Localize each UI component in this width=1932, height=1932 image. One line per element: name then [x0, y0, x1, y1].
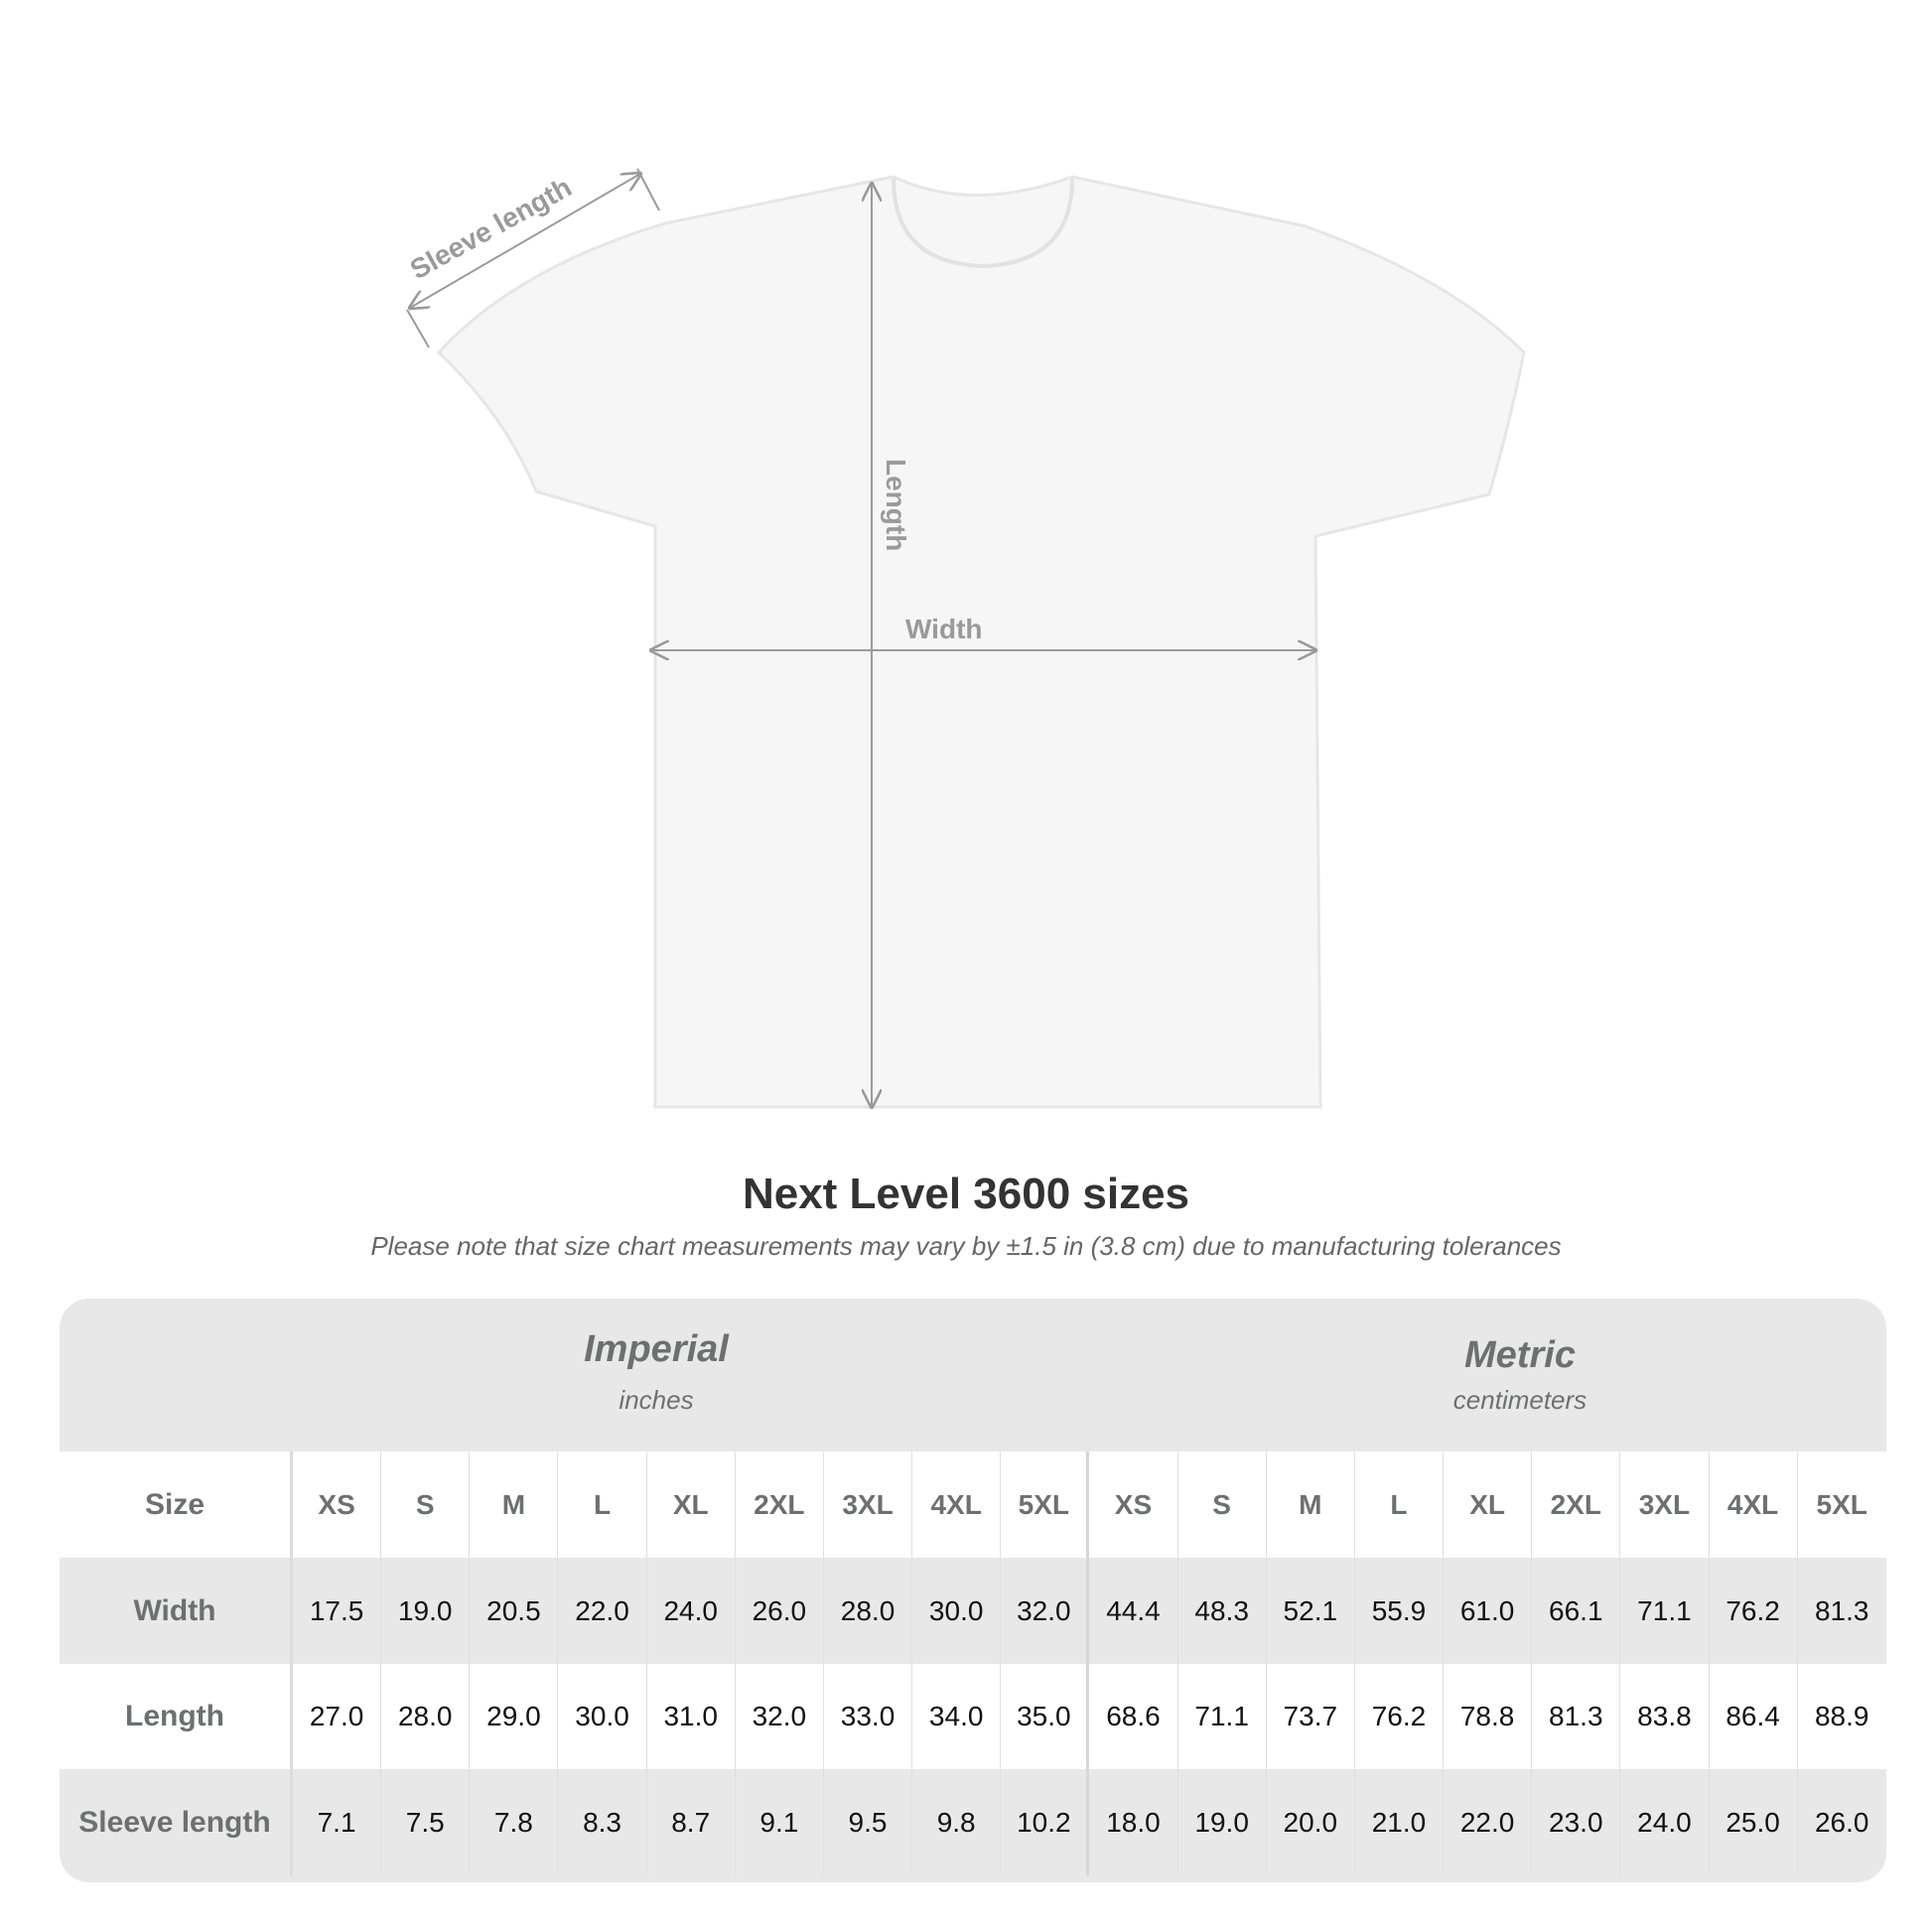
table-cell: 19.0: [381, 1558, 471, 1664]
imperial-title: Imperial: [584, 1328, 729, 1370]
size-header-cell: XL: [647, 1451, 736, 1558]
table-cell: 9.5: [824, 1769, 913, 1875]
table-cell: 44.4: [1089, 1558, 1178, 1664]
table-cell: 30.0: [558, 1664, 647, 1769]
table-row: Length 27.0 28.0 29.0 30.0 31.0 32.0 33.0 34.0 35…: [60, 1664, 1886, 1769]
size-header-row: Size XS S M L XL 2XL 3XL 4XL 5XL XS S M L XL 2XL 3XL 4XL 5…: [60, 1451, 1886, 1558]
metric-header: Metric centimeters: [1157, 1334, 1883, 1416]
size-header-cell: 3XL: [1620, 1451, 1710, 1558]
size-header-cell: S: [1178, 1451, 1267, 1558]
size-header-cell: 4XL: [1710, 1451, 1798, 1558]
sleeve-length-arrow: [410, 174, 640, 308]
table-cell: 76.2: [1355, 1664, 1445, 1769]
table-cell: 28.0: [824, 1558, 913, 1664]
row-label: Sleeve length: [60, 1769, 293, 1875]
table-cell: 9.1: [736, 1769, 824, 1875]
table-cell: 24.0: [647, 1558, 736, 1664]
table-cell: 20.5: [470, 1558, 559, 1664]
table-cell: 33.0: [824, 1664, 913, 1769]
table-cell: 29.0: [470, 1664, 559, 1769]
table-cell: 21.0: [1355, 1769, 1445, 1875]
table-cell: 26.0: [736, 1558, 824, 1664]
table-cell: 25.0: [1710, 1769, 1798, 1875]
table-cell: 22.0: [1444, 1769, 1533, 1875]
imperial-header: Imperial inches: [293, 1328, 1020, 1416]
table-cell: 35.0: [1001, 1664, 1090, 1769]
table-row: Sleeve length 7.1 7.5 7.8 8.3 8.7 9.1 9.5 9.8 10.…: [60, 1769, 1886, 1875]
table-cell: 81.3: [1814, 1594, 1869, 1626]
table-cell: 83.8: [1620, 1664, 1710, 1769]
size-header-cell: L: [558, 1451, 647, 1558]
table-cell: 68.6: [1089, 1664, 1178, 1769]
table-cell: 61.0: [1444, 1558, 1533, 1664]
table-cell: 18.0: [1089, 1769, 1178, 1875]
row-label: Size: [60, 1451, 293, 1558]
table-cell: 34.0: [912, 1664, 1002, 1769]
size-header-cell: 3XL: [824, 1451, 913, 1558]
width-label: Width: [905, 614, 983, 644]
table-cell: 26.0: [1814, 1806, 1869, 1838]
table-row: Width 17.5 19.0 20.5 22.0 24.0 26.0 28.0 30.0 32.…: [60, 1558, 1886, 1664]
table-cell: 24.0: [1620, 1769, 1710, 1875]
table-cell: 81.3: [1532, 1664, 1621, 1769]
table-cell: 19.0: [1178, 1769, 1267, 1875]
table-cell: 22.0: [558, 1558, 647, 1664]
table-cell: 88.9: [1814, 1701, 1869, 1731]
table-cell: 31.0: [647, 1664, 736, 1769]
table-cell: 7.5: [381, 1769, 471, 1875]
tshirt-diagram: Sleeve length Length Width: [405, 168, 1526, 1142]
size-header-cell: L: [1355, 1451, 1445, 1558]
table-cell: 23.0: [1532, 1769, 1621, 1875]
table-cell: 7.8: [470, 1769, 559, 1875]
table-cell: 76.2: [1710, 1558, 1798, 1664]
table-cell: 8.3: [558, 1769, 647, 1875]
table-cell: 86.4: [1710, 1664, 1798, 1769]
table-cell: 28.0: [381, 1664, 471, 1769]
length-label: Length: [881, 459, 911, 551]
collar: [892, 178, 1074, 269]
table-cell: 55.9: [1355, 1558, 1445, 1664]
tolerance-note: Please note that size chart measurements…: [370, 1231, 1562, 1261]
row-label: Width: [60, 1558, 293, 1664]
size-header-cell: 5XL: [1001, 1451, 1090, 1558]
table-cell: 32.0: [736, 1664, 824, 1769]
table-cell: 8.7: [647, 1769, 736, 1875]
table-cell: 27.0: [293, 1664, 382, 1769]
size-header-cell: M: [1267, 1451, 1355, 1558]
table-cell: 73.7: [1267, 1664, 1355, 1769]
metric-unit: centimeters: [1452, 1385, 1587, 1415]
table-cell: 71.1: [1178, 1664, 1267, 1769]
table-cell: 66.1: [1532, 1558, 1621, 1664]
table-cell: 30.0: [912, 1558, 1002, 1664]
table-cell: 52.1: [1267, 1558, 1355, 1664]
table-cell: 20.0: [1267, 1769, 1355, 1875]
table-cell: 7.1: [293, 1769, 382, 1875]
row-label: Length: [60, 1664, 293, 1769]
size-header-cell: M: [470, 1451, 559, 1558]
size-header-cell: 2XL: [736, 1451, 824, 1558]
table-cell: 71.1: [1620, 1558, 1710, 1664]
size-header-cell: S: [381, 1451, 471, 1558]
imperial-unit: inches: [619, 1385, 694, 1415]
size-header-cell: 5XL: [1816, 1488, 1867, 1520]
metric-title: Metric: [1464, 1334, 1576, 1376]
size-header-cell: XL: [1444, 1451, 1533, 1558]
table-cell: 32.0: [1001, 1558, 1090, 1664]
table-cell: 48.3: [1178, 1558, 1267, 1664]
table-cell: 9.8: [912, 1769, 1002, 1875]
table-cell: 78.8: [1444, 1664, 1533, 1769]
page-title: Next Level 3600 sizes: [742, 1170, 1190, 1218]
size-table: Imperial inches Metric centimeters Size X…: [60, 1299, 1886, 1882]
size-header-cell: 2XL: [1532, 1451, 1621, 1558]
size-header-cell: XS: [293, 1451, 382, 1558]
table-cell: 10.2: [1001, 1769, 1090, 1875]
size-header-cell: 4XL: [912, 1451, 1002, 1558]
size-header-cell: XS: [1089, 1451, 1178, 1558]
table-cell: 17.5: [293, 1558, 382, 1664]
